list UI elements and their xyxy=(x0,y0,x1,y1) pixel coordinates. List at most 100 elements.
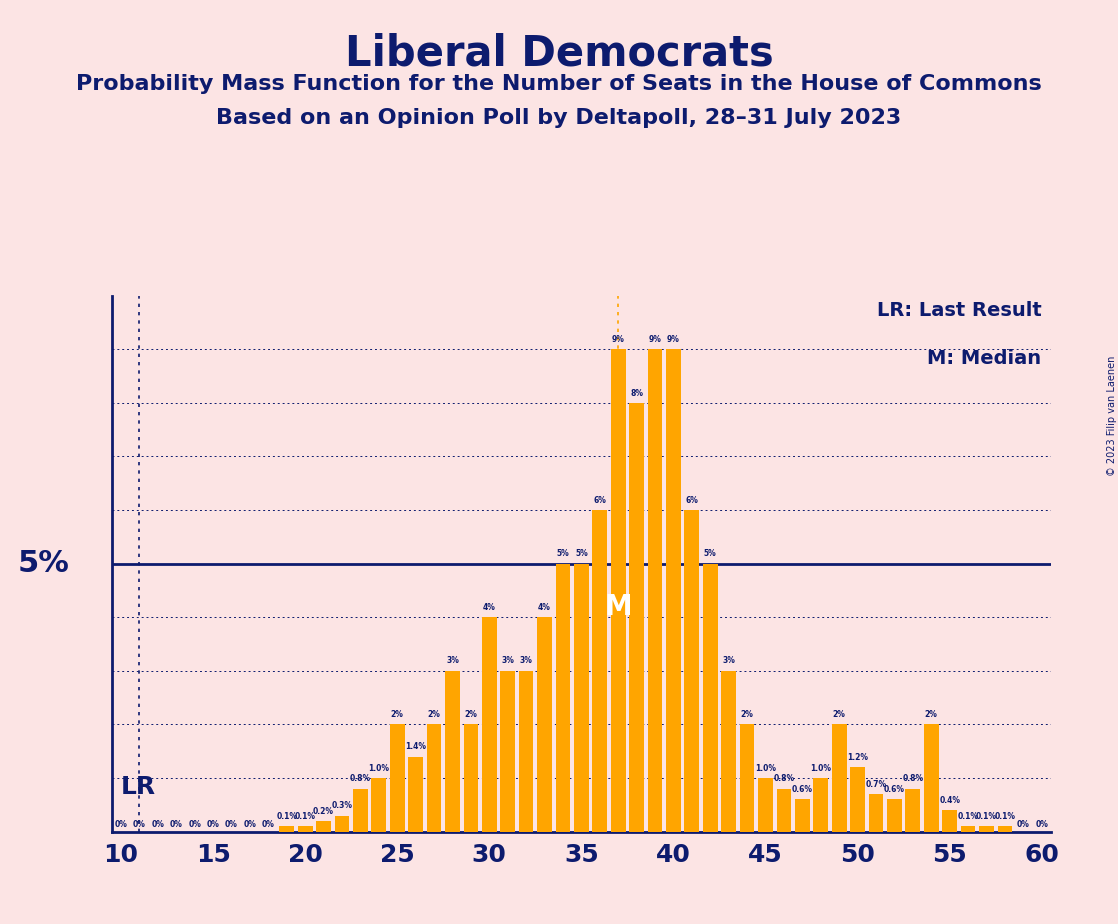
Bar xyxy=(721,671,736,832)
Text: 0.1%: 0.1% xyxy=(976,812,997,821)
Text: 0%: 0% xyxy=(1035,820,1049,829)
Text: 9%: 9% xyxy=(612,334,625,344)
Text: 5%: 5% xyxy=(575,549,588,558)
Text: 2%: 2% xyxy=(391,710,404,719)
Text: 0.1%: 0.1% xyxy=(957,812,978,821)
Text: 0.3%: 0.3% xyxy=(331,801,352,810)
Bar xyxy=(519,671,533,832)
Text: 0%: 0% xyxy=(207,820,219,829)
Bar xyxy=(740,724,755,832)
Text: M: Median: M: Median xyxy=(928,349,1042,369)
Text: 4%: 4% xyxy=(538,602,551,612)
Bar xyxy=(501,671,515,832)
Bar xyxy=(574,564,589,832)
Bar xyxy=(390,724,405,832)
Text: Liberal Democrats: Liberal Democrats xyxy=(344,32,774,74)
Text: 5%: 5% xyxy=(557,549,569,558)
Bar xyxy=(758,778,773,832)
Text: 0.7%: 0.7% xyxy=(865,780,887,789)
Bar xyxy=(556,564,570,832)
Text: 1.0%: 1.0% xyxy=(368,763,389,772)
Text: 0.2%: 0.2% xyxy=(313,807,334,816)
Text: LR: Last Result: LR: Last Result xyxy=(877,301,1042,320)
Text: 3%: 3% xyxy=(520,656,532,665)
Text: 6%: 6% xyxy=(594,495,606,505)
Bar xyxy=(850,767,865,832)
Text: Based on an Opinion Poll by Deltapoll, 28–31 July 2023: Based on an Opinion Poll by Deltapoll, 2… xyxy=(217,108,901,128)
Text: 2%: 2% xyxy=(464,710,477,719)
Text: 1.4%: 1.4% xyxy=(405,742,426,751)
Bar xyxy=(445,671,459,832)
Text: 0%: 0% xyxy=(225,820,238,829)
Text: 6%: 6% xyxy=(685,495,699,505)
Bar xyxy=(316,821,331,832)
Text: 5%: 5% xyxy=(18,549,69,578)
Text: 0%: 0% xyxy=(114,820,127,829)
Text: 0%: 0% xyxy=(262,820,275,829)
Text: M: M xyxy=(605,592,632,621)
Text: 0%: 0% xyxy=(244,820,256,829)
Bar xyxy=(371,778,386,832)
Text: 0%: 0% xyxy=(170,820,182,829)
Text: 1.0%: 1.0% xyxy=(811,763,832,772)
Bar xyxy=(482,617,496,832)
Bar xyxy=(684,510,699,832)
Bar xyxy=(464,724,479,832)
Bar xyxy=(703,564,718,832)
Bar xyxy=(869,794,883,832)
Bar xyxy=(353,789,368,832)
Text: 0%: 0% xyxy=(151,820,164,829)
Text: 0.8%: 0.8% xyxy=(350,774,371,784)
Text: 9%: 9% xyxy=(648,334,662,344)
Bar xyxy=(979,826,994,832)
Bar xyxy=(593,510,607,832)
Bar xyxy=(666,349,681,832)
Text: 5%: 5% xyxy=(704,549,717,558)
Text: 1.2%: 1.2% xyxy=(847,753,868,762)
Bar xyxy=(537,617,552,832)
Bar xyxy=(997,826,1012,832)
Bar xyxy=(297,826,313,832)
Text: 3%: 3% xyxy=(446,656,458,665)
Text: 0.6%: 0.6% xyxy=(884,785,904,794)
Bar xyxy=(814,778,828,832)
Text: 2%: 2% xyxy=(925,710,938,719)
Text: 0.1%: 0.1% xyxy=(295,812,315,821)
Bar xyxy=(942,810,957,832)
Bar xyxy=(777,789,792,832)
Bar xyxy=(887,799,902,832)
Text: 2%: 2% xyxy=(427,710,440,719)
Text: 3%: 3% xyxy=(722,656,736,665)
Bar xyxy=(795,799,809,832)
Text: 0.4%: 0.4% xyxy=(939,796,960,805)
Text: © 2023 Filip van Laenen: © 2023 Filip van Laenen xyxy=(1108,356,1117,476)
Text: 2%: 2% xyxy=(740,710,754,719)
Bar xyxy=(923,724,939,832)
Bar xyxy=(960,826,975,832)
Text: LR: LR xyxy=(121,775,157,799)
Text: 1.0%: 1.0% xyxy=(755,763,776,772)
Bar xyxy=(610,349,626,832)
Text: 0.1%: 0.1% xyxy=(994,812,1015,821)
Bar xyxy=(647,349,662,832)
Text: 0.6%: 0.6% xyxy=(792,785,813,794)
Text: 0%: 0% xyxy=(1017,820,1030,829)
Text: 4%: 4% xyxy=(483,602,495,612)
Bar xyxy=(906,789,920,832)
Text: 8%: 8% xyxy=(631,388,643,397)
Bar xyxy=(832,724,846,832)
Text: 9%: 9% xyxy=(667,334,680,344)
Text: 2%: 2% xyxy=(833,710,845,719)
Text: Probability Mass Function for the Number of Seats in the House of Commons: Probability Mass Function for the Number… xyxy=(76,74,1042,94)
Text: 3%: 3% xyxy=(501,656,514,665)
Text: 0.8%: 0.8% xyxy=(774,774,795,784)
Text: 0.1%: 0.1% xyxy=(276,812,297,821)
Bar xyxy=(629,403,644,832)
Bar xyxy=(427,724,442,832)
Bar xyxy=(334,816,349,832)
Bar xyxy=(280,826,294,832)
Text: 0%: 0% xyxy=(133,820,145,829)
Text: 0.8%: 0.8% xyxy=(902,774,923,784)
Bar xyxy=(408,757,423,832)
Text: 0%: 0% xyxy=(188,820,201,829)
